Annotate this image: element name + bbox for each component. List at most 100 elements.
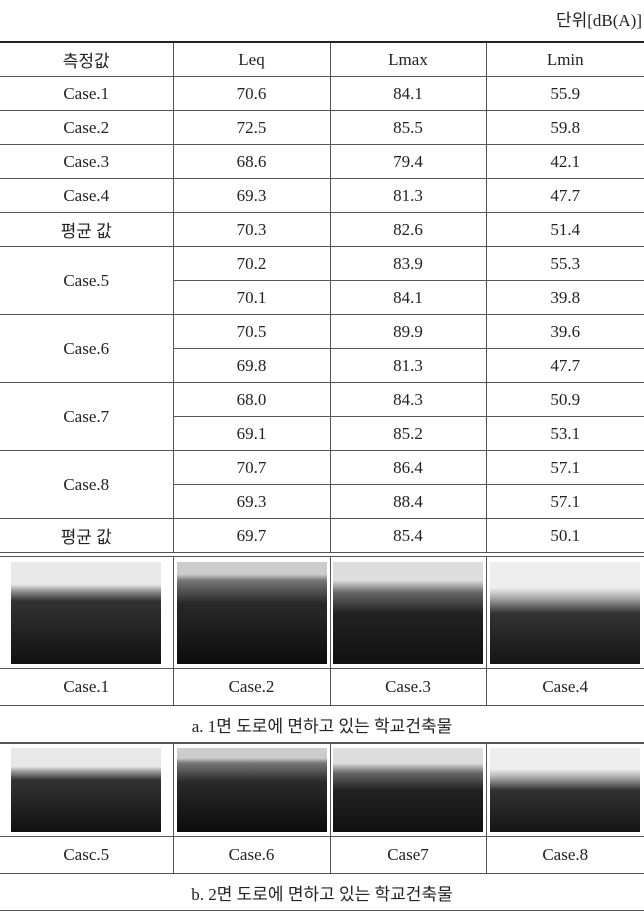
cell: 84.1 bbox=[330, 281, 486, 315]
cell: 83.9 bbox=[330, 247, 486, 281]
photo-label: Case.1 bbox=[0, 669, 173, 706]
cell: 50.9 bbox=[486, 383, 644, 417]
cell: 85.4 bbox=[330, 519, 486, 553]
page: 단위[dB(A)] 측정값LeqLmaxLminCase.170.684.155… bbox=[0, 0, 644, 910]
header-cell: 측정값 bbox=[0, 42, 173, 77]
row-label: Case.7 bbox=[0, 383, 173, 451]
photo bbox=[11, 562, 161, 664]
cell: 84.3 bbox=[330, 383, 486, 417]
row-label: Case.4 bbox=[0, 179, 173, 213]
photo-cell bbox=[486, 557, 644, 669]
cell: 70.1 bbox=[173, 281, 330, 315]
photo-cell bbox=[486, 743, 644, 837]
row-label: Case.6 bbox=[0, 315, 173, 383]
cell: 51.4 bbox=[486, 213, 644, 247]
cell: 69.3 bbox=[173, 179, 330, 213]
photo-caption: a. 1면 도로에 면하고 있는 학교건축물 bbox=[0, 706, 644, 744]
row-label: 평균 값 bbox=[0, 519, 173, 553]
photo bbox=[11, 748, 161, 832]
cell: 53.1 bbox=[486, 417, 644, 451]
cell: 86.4 bbox=[330, 451, 486, 485]
cell: 69.8 bbox=[173, 349, 330, 383]
photo bbox=[333, 562, 483, 664]
photo bbox=[490, 748, 640, 832]
photo-label: Case.4 bbox=[486, 669, 644, 706]
cell: 55.3 bbox=[486, 247, 644, 281]
row-label: Case.8 bbox=[0, 451, 173, 519]
caption-row: a. 1면 도로에 면하고 있는 학교건축물 bbox=[0, 706, 644, 744]
photo bbox=[177, 562, 327, 664]
cell: 68.0 bbox=[173, 383, 330, 417]
cell: 69.3 bbox=[173, 485, 330, 519]
photo bbox=[490, 562, 640, 664]
cell: 69.1 bbox=[173, 417, 330, 451]
cell: 81.3 bbox=[330, 179, 486, 213]
cell: 47.7 bbox=[486, 349, 644, 383]
cell: 70.2 bbox=[173, 247, 330, 281]
unit-label: 단위[dB(A)] bbox=[556, 6, 642, 31]
cell: 42.1 bbox=[486, 145, 644, 179]
cell: 57.1 bbox=[486, 451, 644, 485]
photo-row bbox=[0, 743, 644, 837]
photo-label: Case.6 bbox=[173, 837, 330, 874]
cell: 59.8 bbox=[486, 111, 644, 145]
row-label: Case.1 bbox=[0, 77, 173, 111]
cell: 88.4 bbox=[330, 485, 486, 519]
cell: 70.3 bbox=[173, 213, 330, 247]
row-label: Case.2 bbox=[0, 111, 173, 145]
cell: 68.6 bbox=[173, 145, 330, 179]
cell: 79.4 bbox=[330, 145, 486, 179]
photo-label: Case.3 bbox=[330, 669, 486, 706]
cell: 57.1 bbox=[486, 485, 644, 519]
photo-label: Casc.5 bbox=[0, 837, 173, 874]
cell: 47.7 bbox=[486, 179, 644, 213]
header-cell: Lmin bbox=[486, 42, 644, 77]
photo-cell bbox=[330, 557, 486, 669]
photo-cell bbox=[173, 743, 330, 837]
photo-cell bbox=[330, 743, 486, 837]
row-label: Case.3 bbox=[0, 145, 173, 179]
row-label: 평균 값 bbox=[0, 213, 173, 247]
cell: 85.5 bbox=[330, 111, 486, 145]
cell: 85.2 bbox=[330, 417, 486, 451]
cell: 81.3 bbox=[330, 349, 486, 383]
cell: 70.7 bbox=[173, 451, 330, 485]
cell: 69.7 bbox=[173, 519, 330, 553]
cell: 70.6 bbox=[173, 77, 330, 111]
cell: 82.6 bbox=[330, 213, 486, 247]
cell: 84.1 bbox=[330, 77, 486, 111]
photo bbox=[177, 748, 327, 832]
row-label: Case.5 bbox=[0, 247, 173, 315]
photo-row bbox=[0, 557, 644, 669]
photo-label: Case.2 bbox=[173, 669, 330, 706]
caption-row: b. 2면 도로에 면하고 있는 학교건축물 bbox=[0, 874, 644, 911]
photo-label: Case7 bbox=[330, 837, 486, 874]
cell: 39.8 bbox=[486, 281, 644, 315]
photo-caption: b. 2면 도로에 면하고 있는 학교건축물 bbox=[0, 874, 644, 911]
photo-cell bbox=[173, 557, 330, 669]
photo bbox=[333, 748, 483, 832]
cell: 39.6 bbox=[486, 315, 644, 349]
cell: 55.9 bbox=[486, 77, 644, 111]
header-cell: Lmax bbox=[330, 42, 486, 77]
cell: 89.9 bbox=[330, 315, 486, 349]
photo-cell bbox=[0, 557, 173, 669]
cell: 50.1 bbox=[486, 519, 644, 553]
